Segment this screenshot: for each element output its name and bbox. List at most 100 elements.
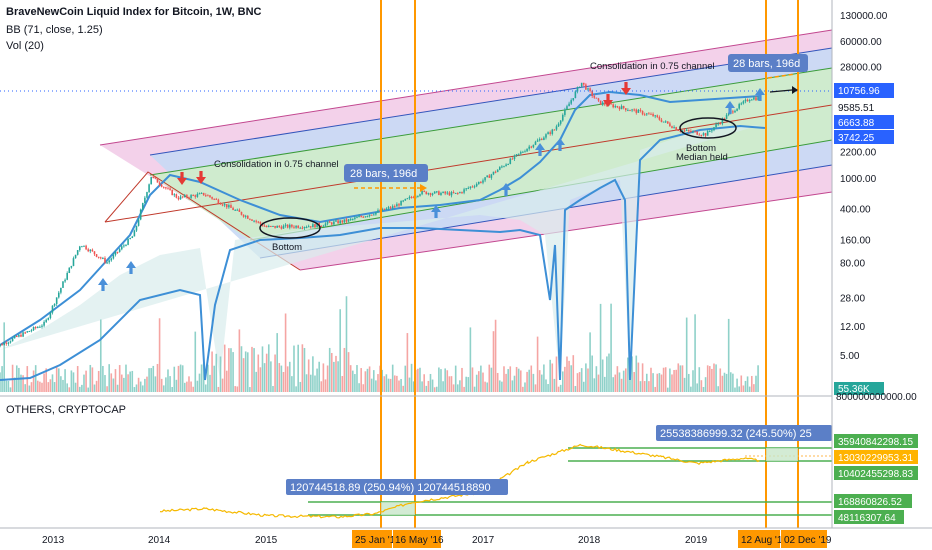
bars-callout-1[interactable]: 28 bars, 196d xyxy=(344,164,428,192)
candle-body xyxy=(557,123,560,127)
volume-bar xyxy=(471,367,474,392)
volume-bar xyxy=(95,380,98,392)
volume-bar xyxy=(740,375,743,392)
volume-bar xyxy=(400,378,402,392)
volume-bar xyxy=(683,377,686,392)
candle-body xyxy=(723,118,726,120)
candle-body xyxy=(34,327,37,329)
range-measure-2[interactable]: 25538386999.32 (245.50%) 25 xyxy=(656,425,832,441)
volume-bar xyxy=(135,384,138,392)
y-tick-label: 60000.00 xyxy=(840,37,882,48)
volume-bar xyxy=(494,319,497,392)
candle-body xyxy=(30,330,33,332)
candle-body xyxy=(687,129,690,131)
volume-bar xyxy=(580,368,583,392)
volume-bar xyxy=(528,369,530,392)
up-arrow xyxy=(501,183,511,190)
volume-bar xyxy=(603,376,606,392)
candle-body xyxy=(41,325,43,327)
volume-bar xyxy=(83,374,85,392)
bb-indicator-label[interactable]: BB (71, close, 1.25) xyxy=(6,24,103,36)
candle-body xyxy=(244,215,247,217)
volume-bar xyxy=(68,387,71,392)
annotation-consolidation-2: Consolidation in 0.75 channel xyxy=(590,61,715,72)
bottom-ellipse-2[interactable] xyxy=(679,117,737,139)
volume-bar xyxy=(330,352,333,392)
volume-bar xyxy=(148,368,150,392)
volume-bar xyxy=(13,377,16,392)
candle-body xyxy=(509,158,512,164)
volume-bar xyxy=(673,370,675,392)
volume-bar xyxy=(446,370,449,392)
volume-bar xyxy=(742,385,745,392)
volume-bar xyxy=(664,367,667,392)
candle-body xyxy=(356,217,358,219)
volume-bar xyxy=(755,375,757,392)
volume-bar xyxy=(505,373,507,392)
candle-body xyxy=(610,103,612,105)
volume-bar xyxy=(324,379,327,392)
volume-bar xyxy=(729,372,732,392)
volume-bar xyxy=(599,303,602,392)
bars-callout-2[interactable]: 28 bars, 196d xyxy=(728,54,808,79)
volume-bar xyxy=(272,386,274,392)
volume-bar xyxy=(692,370,694,392)
volume-bar xyxy=(194,331,197,392)
down-arrow-shaft xyxy=(180,172,184,178)
candle-body xyxy=(591,90,593,96)
volume-bar xyxy=(725,373,728,392)
candle-body xyxy=(60,287,62,293)
candle-body xyxy=(351,218,354,220)
candle-body xyxy=(694,131,696,133)
candle-body xyxy=(580,82,583,87)
volume-bar xyxy=(345,296,348,392)
candle-body xyxy=(755,97,757,101)
candle-body xyxy=(719,123,722,125)
volume-bar xyxy=(715,364,717,392)
candle-body xyxy=(78,246,81,251)
candle-body xyxy=(183,195,186,197)
candle-body xyxy=(513,155,516,160)
volume-bar xyxy=(137,377,140,392)
candle-body xyxy=(692,131,694,133)
y-axis-ticks: 130000.00 60000.00 28000.00 2200.00 1000.00 4… xyxy=(840,11,888,362)
volume-bar xyxy=(335,355,337,392)
candle-body xyxy=(666,121,669,124)
volume-bar xyxy=(28,385,31,392)
candle-body xyxy=(419,194,421,196)
pitchfork-handle[interactable] xyxy=(104,171,301,271)
candle-body xyxy=(370,214,373,216)
candle-body xyxy=(324,223,327,226)
volume-bar xyxy=(734,387,736,392)
volume-bar xyxy=(423,374,425,392)
volume-bar xyxy=(408,377,411,392)
volume-bar xyxy=(585,363,587,392)
candle-body xyxy=(215,198,218,200)
candle-body xyxy=(503,166,505,168)
volume-bar xyxy=(459,380,461,392)
svg-text:120744518.89 (250.94%) 1207445: 120744518.89 (250.94%) 120744518890 xyxy=(290,482,491,494)
volume-bar xyxy=(362,384,365,392)
candle-body xyxy=(249,218,251,220)
candle-body xyxy=(614,106,617,108)
volume-indicator-label[interactable]: Vol (20) xyxy=(6,40,44,52)
candle-body xyxy=(5,342,8,344)
volume-bar xyxy=(450,376,453,392)
svg-text:16 May '16: 16 May '16 xyxy=(395,535,444,546)
candle-body xyxy=(309,226,312,228)
up-arrow-shaft xyxy=(558,145,562,151)
volume-bar xyxy=(587,368,589,392)
svg-text:35940842298.15: 35940842298.15 xyxy=(838,437,914,448)
volume-bar xyxy=(349,365,352,392)
candle-body xyxy=(267,225,270,227)
volume-bar xyxy=(698,367,701,392)
volume-bar xyxy=(744,380,747,392)
candle-body xyxy=(534,141,537,145)
candle-body xyxy=(55,297,58,304)
down-arrow xyxy=(177,178,187,185)
svg-text:10402455298.83: 10402455298.83 xyxy=(838,469,914,480)
volume-bar xyxy=(498,380,501,392)
range-measure-1[interactable]: 120744518.89 (250.94%) 120744518890 xyxy=(286,479,508,495)
volume-bar xyxy=(87,387,89,392)
bottom-ellipse-1[interactable] xyxy=(259,217,321,239)
